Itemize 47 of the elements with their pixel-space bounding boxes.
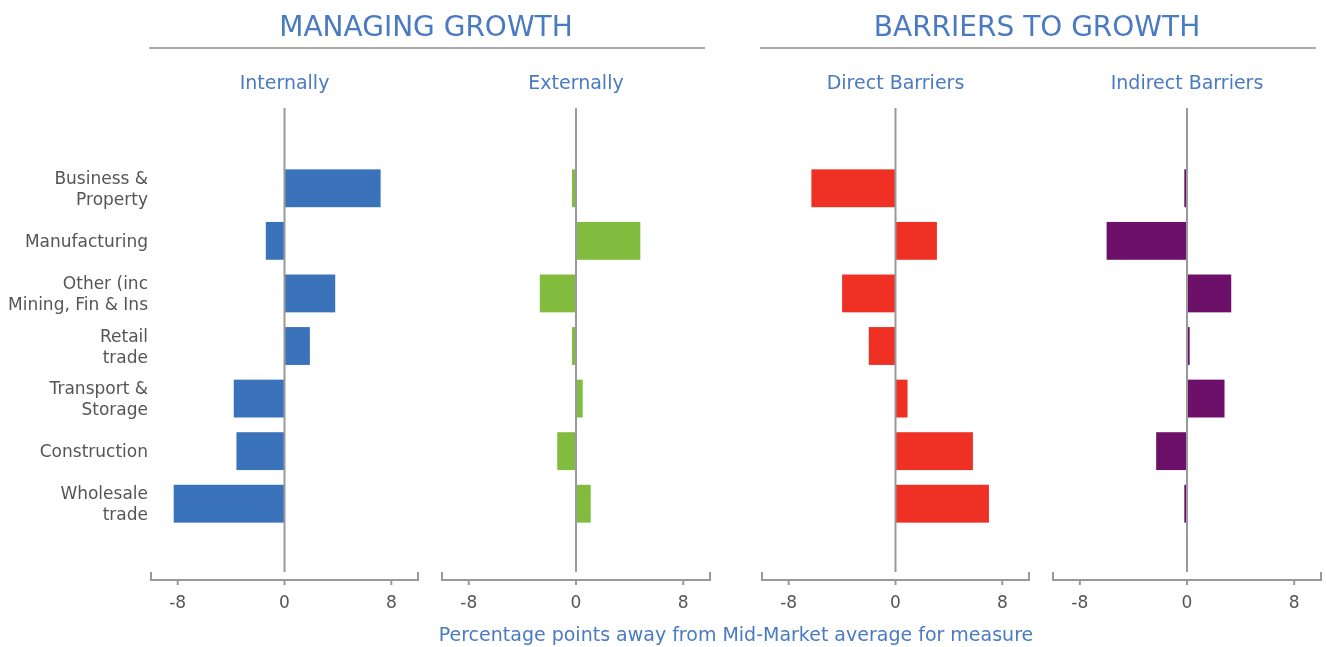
bar [236,432,285,471]
bar [557,432,576,471]
chart-subtitle: Internally [239,71,330,93]
x-tick-label: 0 [279,592,290,612]
y-tick-label: Other (inc Mining, Fin & Ins [7,272,149,314]
x-tick-label: 0 [570,592,582,612]
x-tick-label: 0 [890,592,901,612]
bar [1156,432,1187,471]
bar [895,484,989,523]
bar [539,274,576,313]
x-tick-label: -8 [460,592,478,612]
x-tick-label: 0 [1181,592,1193,612]
x-tick-label: -8 [780,592,798,612]
bar [576,484,591,523]
bar [895,432,973,471]
y-tick-label: Retail trade [99,325,148,367]
bar [895,221,937,260]
bar [233,379,285,418]
x-tick-label: 8 [677,592,689,612]
bar [576,221,641,260]
y-tick-label: Manufacturing [24,230,148,251]
x-tick-label: 8 [996,592,1008,612]
x-tick-label: 8 [385,592,397,612]
chart-title: BARRIERS TO GROWTH [873,10,1201,43]
chart-subtitle: Externally [528,71,624,93]
x-tick-label: -8 [169,592,187,612]
bar [284,327,310,365]
bar [1187,274,1232,313]
y-tick-label: Business & Property [54,167,148,209]
bar [868,327,896,365]
bar [265,221,285,260]
bar [1106,221,1187,260]
chart-subtitle: Indirect Barriers [1110,71,1264,93]
y-tick-label: Wholesale trade [60,483,148,525]
bar [284,274,336,313]
x-axis-title: Percentage points away from Mid-Market average for measure [438,623,1034,645]
x-tick-label: 8 [1288,592,1300,612]
x-tick-label: -8 [1071,592,1089,612]
chart-subtitle: Direct Barriers [826,71,965,93]
y-tick-label: Transport & Storage [48,378,148,420]
bar [1187,379,1225,418]
bar [842,274,896,313]
bar [284,169,381,208]
bar [173,484,285,523]
bar [811,169,896,208]
y-tick-label: Construction [39,441,148,462]
chart-title: MANAGING GROWTH [279,10,573,43]
